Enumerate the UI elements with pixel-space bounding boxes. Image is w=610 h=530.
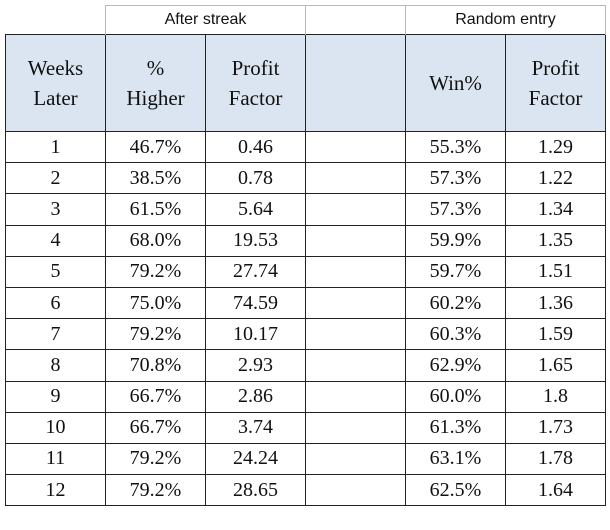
gap-cell — [305, 255, 406, 288]
table-row: 7 79.2% 10.17 60.3% 1.59 — [5, 318, 606, 351]
cell-weeks: 12 — [5, 474, 106, 507]
cell-weeks: 5 — [5, 255, 106, 288]
cell-profit-factor-after: 10.17 — [205, 318, 306, 351]
cell-pct-higher: 79.2% — [105, 255, 206, 288]
cell-win-pct: 55.3% — [405, 130, 506, 164]
gap-cell — [305, 318, 406, 351]
cell-profit-factor-random: 1.22 — [505, 162, 606, 195]
cell-pct-higher: 70.8% — [105, 349, 206, 382]
cell-profit-factor-after: 19.53 — [205, 224, 306, 257]
cell-pct-higher: 79.2% — [105, 442, 206, 476]
cell-profit-factor-random: 1.51 — [505, 255, 606, 288]
table-row: 12 79.2% 28.65 62.5% 1.64 — [5, 474, 606, 507]
cell-win-pct: 62.5% — [405, 474, 506, 507]
cell-win-pct: 60.3% — [405, 318, 506, 351]
cell-pct-higher: 46.7% — [105, 130, 206, 164]
gap-cell — [305, 474, 406, 507]
gap-cell — [305, 349, 406, 382]
header-win-pct: Win% — [405, 34, 506, 132]
cell-profit-factor-random: 1.34 — [505, 193, 606, 226]
group-gap — [305, 5, 406, 35]
gap-cell — [305, 380, 406, 413]
cell-profit-factor-after: 0.78 — [205, 162, 306, 195]
table-row: 11 79.2% 24.24 63.1% 1.78 — [5, 442, 606, 476]
results-table: After streak Random entry Weeks Later % … — [5, 5, 606, 507]
gap-cell — [305, 130, 406, 164]
cell-profit-factor-after: 27.74 — [205, 255, 306, 288]
group-after-streak: After streak — [105, 5, 306, 35]
cell-profit-factor-after: 24.24 — [205, 442, 306, 476]
table-row: 10 66.7% 3.74 61.3% 1.73 — [5, 411, 606, 444]
cell-win-pct: 61.3% — [405, 411, 506, 444]
group-random-entry: Random entry — [405, 5, 606, 35]
cell-profit-factor-random: 1.59 — [505, 318, 606, 351]
cell-profit-factor-random: 1.65 — [505, 349, 606, 382]
table-row: 6 75.0% 74.59 60.2% 1.36 — [5, 286, 606, 320]
cell-win-pct: 57.3% — [405, 193, 506, 226]
cell-win-pct: 62.9% — [405, 349, 506, 382]
cell-weeks: 2 — [5, 162, 106, 195]
group-header-row: After streak Random entry — [6, 5, 606, 35]
table-row: 9 66.7% 2.86 60.0% 1.8 — [5, 380, 606, 413]
cell-profit-factor-after: 2.86 — [205, 380, 306, 413]
header-profit-factor-random: Profit Factor — [505, 34, 606, 132]
cell-profit-factor-after: 74.59 — [205, 286, 306, 320]
cell-weeks: 11 — [5, 442, 106, 476]
cell-win-pct: 57.3% — [405, 162, 506, 195]
cell-profit-factor-after: 0.46 — [205, 130, 306, 164]
cell-profit-factor-random: 1.8 — [505, 380, 606, 413]
header-weeks-later: Weeks Later — [5, 34, 106, 132]
cell-profit-factor-random: 1.64 — [505, 474, 606, 507]
cell-win-pct: 59.7% — [405, 255, 506, 288]
cell-pct-higher: 61.5% — [105, 193, 206, 226]
cell-win-pct: 63.1% — [405, 442, 506, 476]
gap-cell — [305, 224, 406, 257]
cell-weeks: 8 — [5, 349, 106, 382]
cell-weeks: 6 — [5, 286, 106, 320]
table-row: 8 70.8% 2.93 62.9% 1.65 — [5, 349, 606, 382]
cell-pct-higher: 79.2% — [105, 318, 206, 351]
cell-pct-higher: 68.0% — [105, 224, 206, 257]
table-row: 2 38.5% 0.78 57.3% 1.22 — [5, 162, 606, 195]
cell-pct-higher: 66.7% — [105, 380, 206, 413]
cell-profit-factor-random: 1.29 — [505, 130, 606, 164]
cell-weeks: 3 — [5, 193, 106, 226]
cell-profit-factor-random: 1.36 — [505, 286, 606, 320]
header-gap — [305, 34, 406, 132]
group-blank — [6, 6, 106, 35]
table-row: 1 46.7% 0.46 55.3% 1.29 — [5, 130, 606, 164]
cell-win-pct: 60.0% — [405, 380, 506, 413]
cell-win-pct: 59.9% — [405, 224, 506, 257]
gap-cell — [305, 193, 406, 226]
cell-profit-factor-after: 28.65 — [205, 474, 306, 507]
cell-pct-higher: 79.2% — [105, 474, 206, 507]
column-header-row: Weeks Later % Higher Profit Factor Win% … — [5, 34, 606, 132]
cell-weeks: 9 — [5, 380, 106, 413]
header-profit-factor-after: Profit Factor — [205, 34, 306, 132]
cell-pct-higher: 75.0% — [105, 286, 206, 320]
cell-weeks: 1 — [5, 130, 106, 164]
cell-profit-factor-random: 1.73 — [505, 411, 606, 444]
cell-profit-factor-after: 5.64 — [205, 193, 306, 226]
header-pct-higher: % Higher — [105, 34, 206, 132]
table-row: 5 79.2% 27.74 59.7% 1.51 — [5, 255, 606, 288]
gap-cell — [305, 162, 406, 195]
cell-profit-factor-after: 3.74 — [205, 411, 306, 444]
cell-weeks: 7 — [5, 318, 106, 351]
cell-weeks: 10 — [5, 411, 106, 444]
cell-pct-higher: 66.7% — [105, 411, 206, 444]
table-row: 4 68.0% 19.53 59.9% 1.35 — [5, 224, 606, 257]
cell-pct-higher: 38.5% — [105, 162, 206, 195]
cell-weeks: 4 — [5, 224, 106, 257]
cell-win-pct: 60.2% — [405, 286, 506, 320]
gap-cell — [305, 411, 406, 444]
cell-profit-factor-random: 1.35 — [505, 224, 606, 257]
table-row: 3 61.5% 5.64 57.3% 1.34 — [5, 193, 606, 226]
gap-cell — [305, 286, 406, 320]
gap-cell — [305, 442, 406, 476]
cell-profit-factor-after: 2.93 — [205, 349, 306, 382]
cell-profit-factor-random: 1.78 — [505, 442, 606, 476]
